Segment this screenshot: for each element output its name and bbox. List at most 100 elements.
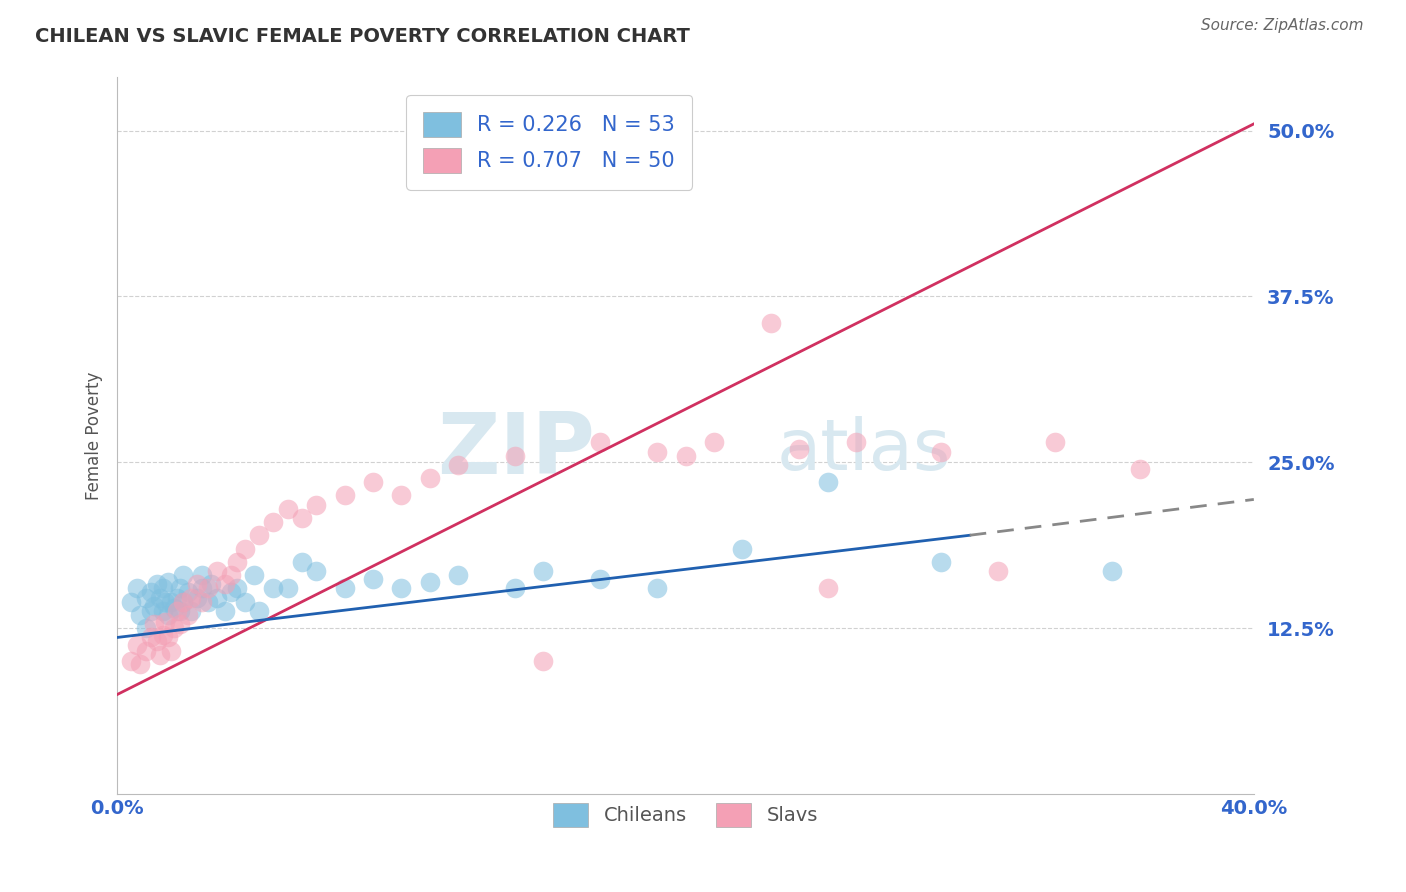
Point [589, 435, 612, 450]
Point [214, 577, 236, 591]
Point [263, 582, 285, 596]
Point [166, 591, 188, 605]
Point [1043, 435, 1066, 450]
Point [141, 604, 163, 618]
Point [172, 594, 194, 608]
Point [277, 501, 299, 516]
Point [200, 577, 222, 591]
Point [645, 444, 668, 458]
Point [929, 555, 952, 569]
Point [163, 621, 186, 635]
Point [929, 444, 952, 458]
Point [197, 594, 219, 608]
Point [205, 591, 228, 605]
Point [191, 568, 214, 582]
Point [172, 568, 194, 582]
Point [787, 442, 810, 456]
Point [731, 541, 754, 556]
Point [157, 631, 180, 645]
Point [503, 449, 526, 463]
Point [135, 621, 157, 635]
Point [675, 449, 697, 463]
Legend: Chileans, Slavs: Chileans, Slavs [546, 795, 825, 835]
Point [247, 604, 270, 618]
Point [759, 316, 782, 330]
Point [135, 591, 157, 605]
Text: ZIP: ZIP [437, 409, 595, 491]
Point [219, 568, 242, 582]
Point [447, 458, 470, 472]
Point [225, 582, 247, 596]
Point [125, 582, 148, 596]
Point [169, 617, 191, 632]
Point [157, 607, 180, 622]
Point [1101, 564, 1123, 578]
Point [166, 604, 188, 618]
Point [214, 604, 236, 618]
Y-axis label: Female Poverty: Female Poverty [86, 372, 103, 500]
Point [143, 599, 166, 613]
Point [149, 648, 172, 662]
Point [152, 582, 174, 596]
Point [419, 574, 441, 589]
Point [277, 582, 299, 596]
Point [152, 628, 174, 642]
Point [177, 607, 200, 622]
Point [129, 607, 152, 622]
Point [120, 654, 142, 668]
Point [225, 555, 247, 569]
Text: CHILEAN VS SLAVIC FEMALE POVERTY CORRELATION CHART: CHILEAN VS SLAVIC FEMALE POVERTY CORRELA… [35, 27, 690, 45]
Point [533, 654, 555, 668]
Point [987, 564, 1010, 578]
Point [160, 594, 183, 608]
Point [141, 631, 163, 645]
Point [503, 582, 526, 596]
Point [361, 572, 384, 586]
Point [180, 604, 202, 618]
Point [172, 594, 194, 608]
Point [333, 488, 356, 502]
Point [169, 582, 191, 596]
Point [141, 585, 163, 599]
Point [120, 594, 142, 608]
Point [155, 615, 177, 629]
Point [157, 574, 180, 589]
Point [291, 511, 314, 525]
Point [186, 577, 208, 591]
Point [152, 604, 174, 618]
Point [233, 541, 256, 556]
Point [146, 577, 169, 591]
Text: atlas: atlas [776, 416, 950, 484]
Point [233, 594, 256, 608]
Point [263, 515, 285, 529]
Point [291, 555, 314, 569]
Point [1129, 462, 1152, 476]
Point [589, 572, 612, 586]
Point [305, 564, 328, 578]
Point [191, 594, 214, 608]
Point [389, 582, 412, 596]
Point [169, 604, 191, 618]
Point [163, 601, 186, 615]
Point [177, 585, 200, 599]
Point [155, 594, 177, 608]
Point [135, 644, 157, 658]
Point [160, 644, 183, 658]
Point [149, 591, 172, 605]
Point [197, 582, 219, 596]
Point [191, 582, 214, 596]
Point [817, 475, 839, 490]
Point [129, 657, 152, 671]
Point [389, 488, 412, 502]
Point [247, 528, 270, 542]
Point [146, 634, 169, 648]
Text: Source: ZipAtlas.com: Source: ZipAtlas.com [1201, 18, 1364, 33]
Point [533, 564, 555, 578]
Point [305, 498, 328, 512]
Point [645, 582, 668, 596]
Point [817, 582, 839, 596]
Point [242, 568, 264, 582]
Point [180, 591, 202, 605]
Point [361, 475, 384, 490]
Point [703, 435, 725, 450]
